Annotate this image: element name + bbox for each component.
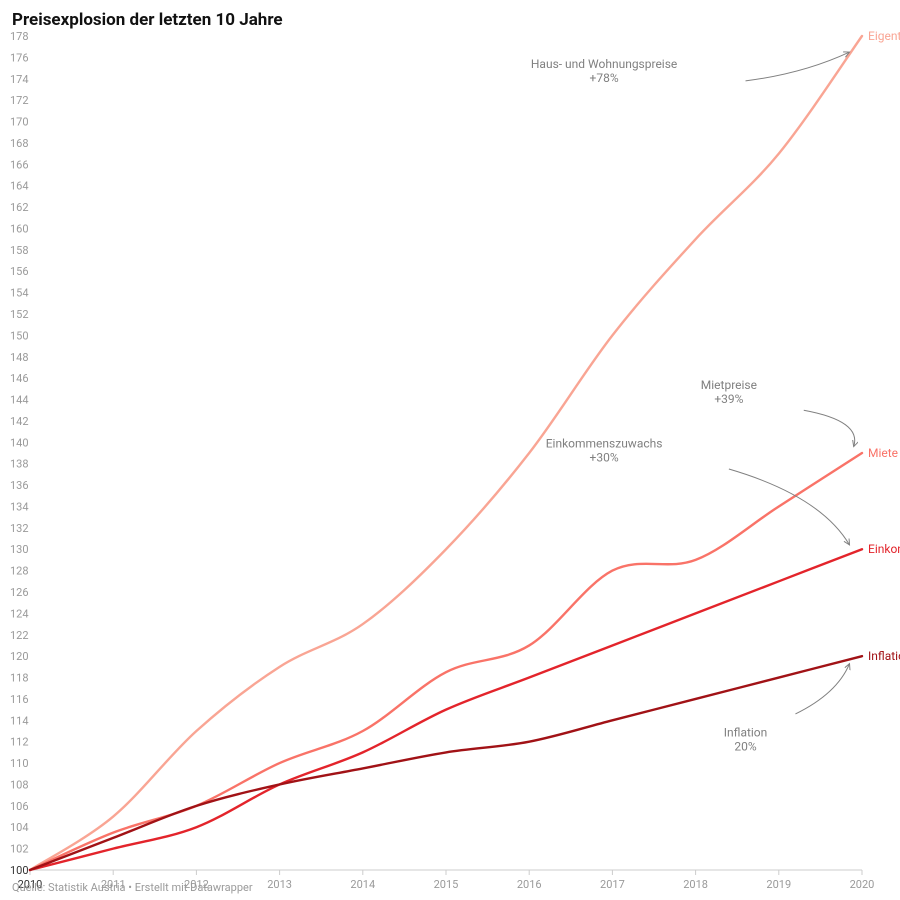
y-tick-label: 124 [10,607,29,620]
annotation-arrow [804,410,855,446]
y-tick-label: 160 [10,222,29,235]
x-tick-label: 2018 [683,878,708,891]
y-tick-label: 178 [10,30,29,43]
x-tick-label: 2016 [517,878,542,891]
y-tick-label: 156 [10,265,29,278]
y-tick-label: 108 [10,778,29,791]
y-tick-label: 172 [10,94,29,107]
annotation-text: Haus- und Wohnungspreise+78% [531,57,677,85]
y-tick-label: 168 [10,137,29,150]
x-tick-label: 2019 [766,878,791,891]
y-tick-label: 120 [10,650,29,663]
y-tick-label: 128 [10,565,29,578]
y-tick-label: 166 [10,158,29,171]
y-tick-label: 126 [10,586,29,599]
y-tick-label: 114 [10,714,29,727]
y-tick-label: 136 [10,479,29,492]
y-tick-label: 122 [10,629,29,642]
y-tick-label: 146 [10,372,29,385]
x-tick-label: 2017 [600,878,625,891]
y-tick-label: 152 [10,308,29,321]
y-tick-label: 102 [10,843,29,856]
annotation-text: Mietpreise+39% [701,378,757,406]
series-line-inflation [30,656,862,870]
y-tick-label: 140 [10,436,29,449]
y-tick-label: 106 [10,800,29,813]
y-tick-label: 116 [10,693,29,706]
x-tick-label: 2015 [434,878,459,891]
y-tick-label: 148 [10,351,29,364]
annotation-text: Inflation20% [724,725,768,753]
y-tick-label: 174 [10,73,29,86]
y-tick-label: 162 [10,201,29,214]
series-end-label: Inflation [868,649,900,663]
series-end-label: Eigentum [868,29,900,43]
y-tick-label: 142 [10,415,29,428]
y-tick-label: 118 [10,672,29,685]
chart-title: Preisexplosion der letzten 10 Jahre [12,10,283,30]
y-tick-label: 104 [10,821,29,834]
x-tick-label: 2013 [267,878,292,891]
y-tick-label: 132 [10,522,29,535]
y-tick-label: 110 [10,757,29,770]
x-tick-label: 2014 [350,878,375,891]
x-tick-label: 2020 [850,878,875,891]
y-tick-label: 170 [10,116,29,129]
y-tick-label: 176 [10,51,29,64]
annotation-arrow [729,469,850,545]
y-tick-label: 130 [10,543,29,556]
price-line-chart: 100 102 104 106 108 110 112 114 116 118 120 122 124 1… [0,0,900,900]
chart-footer: Quelle: Statistik Austria • Erstellt mit… [12,881,253,894]
y-tick-label: 144 [10,394,29,407]
annotation-text: Einkommenszuwachs+30% [546,437,663,465]
y-tick-label: 158 [10,244,29,257]
series-end-label: Einkommen [868,542,900,556]
series-end-label: Miete [868,446,898,460]
y-tick-label: 150 [10,329,29,342]
series-line-miete [30,453,862,870]
y-tick-label: 134 [10,500,29,513]
y-tick-label: 164 [10,180,29,193]
y-tick-label: 138 [10,458,29,471]
y-tick-label: 154 [10,287,29,300]
y-tick-label: 100 [10,864,29,877]
y-tick-label: 112 [10,736,29,749]
